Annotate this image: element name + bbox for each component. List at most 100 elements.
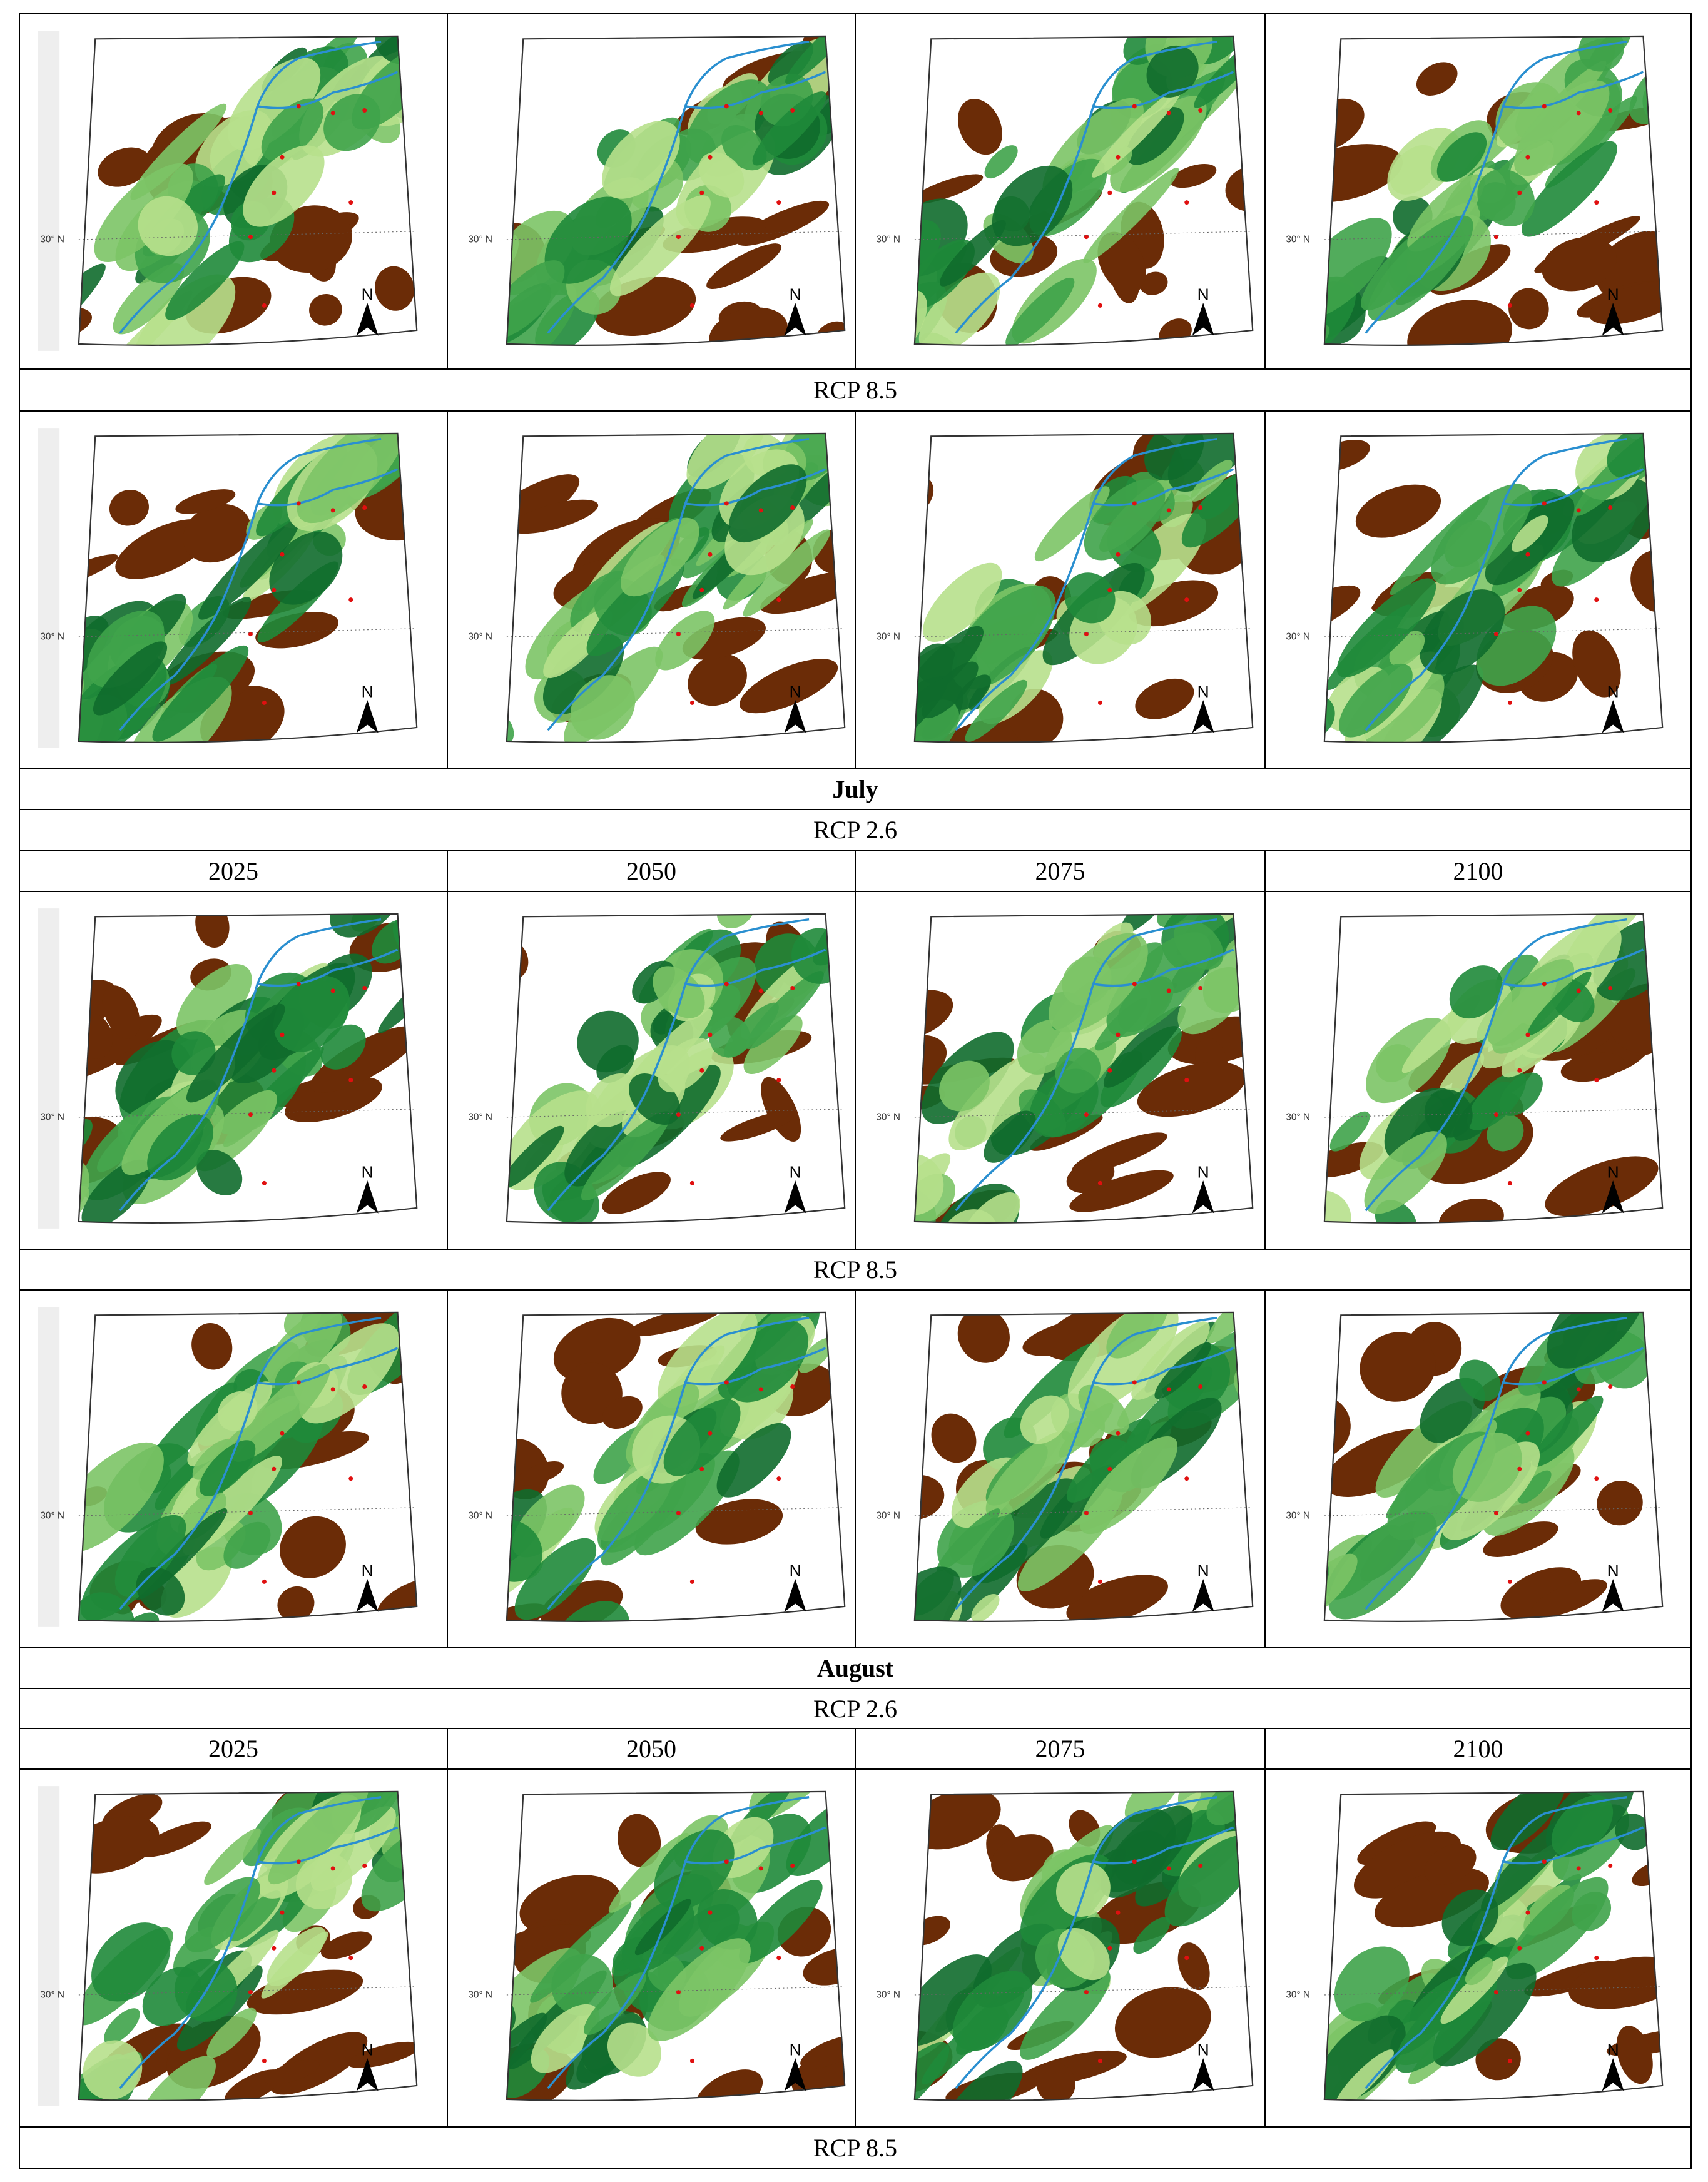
north-label: N (1607, 285, 1619, 304)
map: 30° N N (876, 913, 1254, 1224)
green-patch (581, 1111, 671, 1201)
map-cell: 30° N N (855, 1289, 1266, 1648)
brown-patch (931, 1413, 977, 1463)
green-patch (1518, 61, 1607, 150)
green-patch (1329, 1111, 1370, 1152)
brown-patch (1354, 1831, 1461, 1899)
north-label: N (790, 285, 801, 304)
station (1525, 552, 1530, 557)
north-arrow (356, 303, 379, 336)
axis-strip (38, 1307, 60, 1627)
north-arrow (1192, 2058, 1214, 2091)
station (676, 1511, 681, 1516)
latitude-line (78, 1986, 416, 1996)
brown-patch (195, 913, 230, 948)
map-content (914, 1791, 1253, 2101)
green-patch (1547, 1312, 1646, 1369)
station (1542, 1380, 1547, 1385)
station (1184, 1476, 1189, 1481)
map-cell: 30° N N (1264, 891, 1692, 1250)
green-patch (1512, 515, 1548, 552)
brown-patch (1475, 2038, 1521, 2081)
brown-patch (1424, 1844, 1477, 1885)
green-patch (1177, 967, 1245, 1035)
station (1107, 190, 1112, 195)
station (1576, 508, 1581, 513)
year-header: 2050 (447, 850, 856, 892)
station (1594, 1956, 1599, 1961)
brown-patch (1139, 271, 1168, 295)
map-frame (506, 913, 846, 1224)
station (1594, 597, 1599, 602)
green-patch (564, 1110, 641, 1187)
green-patch (942, 2061, 1023, 2101)
brown-patch (737, 200, 830, 246)
green-patch (1324, 1553, 1358, 1621)
green-patch (609, 195, 711, 297)
latitude-label: 30° N (1286, 631, 1310, 642)
green-patch (948, 1053, 1046, 1150)
brown-patch (1616, 2026, 1653, 2084)
green-patch (133, 274, 236, 345)
station (699, 587, 704, 592)
green-patch (283, 1312, 322, 1337)
green-patch (1431, 484, 1532, 585)
latitude-label: 30° N (40, 1112, 64, 1122)
green-patch (1578, 36, 1625, 72)
latitude-label: 30° N (876, 234, 900, 245)
station (708, 1910, 713, 1915)
river (119, 40, 399, 334)
map: 30° N N (38, 908, 418, 1229)
green-patch (1124, 1791, 1181, 1823)
green-patch (1490, 1791, 1566, 1850)
map-cell: 30° N N (1264, 13, 1692, 370)
green-patch (506, 1489, 547, 1571)
green-patch (261, 98, 324, 161)
station (758, 988, 763, 993)
station (280, 1431, 285, 1436)
year-header: 2100 (1264, 850, 1692, 892)
station (1542, 1859, 1547, 1864)
green-patch (145, 1382, 238, 1475)
map: 30° N N (468, 432, 846, 743)
station (1084, 632, 1089, 637)
green-patch (204, 1828, 261, 1885)
station (1576, 111, 1581, 116)
year-header: 2100 (1264, 1728, 1692, 1770)
map-cell: 30° N N (447, 410, 856, 769)
green-patch (165, 241, 245, 320)
green-patch (663, 1399, 741, 1476)
station (330, 508, 335, 513)
station (330, 111, 335, 116)
north-arrow (1192, 1180, 1214, 1214)
station (1184, 200, 1189, 205)
north-label: N (1607, 1163, 1619, 1182)
station (1116, 1910, 1121, 1915)
green-patch (152, 645, 249, 742)
green-patch (914, 626, 984, 709)
green-patch (658, 1038, 713, 1093)
latitude-line (914, 1986, 1252, 1996)
station (1198, 505, 1203, 510)
latitude-line (1324, 628, 1662, 637)
station (1525, 155, 1530, 160)
station (280, 155, 285, 160)
station (776, 200, 781, 205)
brown-patch (618, 1814, 661, 1867)
green-patch (577, 1010, 639, 1073)
station (676, 1990, 681, 1995)
station (1525, 1032, 1530, 1037)
station (1198, 985, 1203, 991)
north-arrow (1602, 2058, 1624, 2091)
map-cell: 30° N N (1264, 410, 1692, 769)
map-cell: 30° N N (855, 410, 1266, 769)
north-arrow (356, 700, 379, 733)
axis-strip (38, 428, 60, 748)
brown-patch (347, 2041, 417, 2068)
map-cell: 30° N N (855, 891, 1266, 1250)
station (708, 1431, 713, 1436)
north-label: N (362, 683, 374, 701)
green-patch (1057, 1927, 1110, 1981)
green-patch (196, 1521, 246, 1571)
